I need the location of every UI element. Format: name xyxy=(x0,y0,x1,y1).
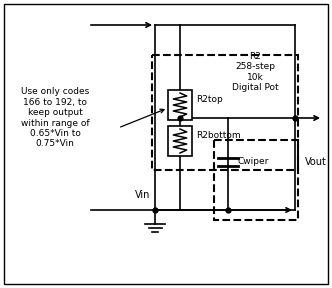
Text: Use only codes
166 to 192, to
keep output
within range of
0.65*Vin to
0.75*Vin: Use only codes 166 to 192, to keep outpu… xyxy=(21,88,89,149)
Text: Vout: Vout xyxy=(305,157,327,167)
Text: Vin: Vin xyxy=(135,190,151,200)
Bar xyxy=(152,55,298,170)
Text: R2
258-step
10k
Digital Pot: R2 258-step 10k Digital Pot xyxy=(232,52,278,92)
Text: R2bottom: R2bottom xyxy=(196,132,241,141)
Bar xyxy=(168,126,192,156)
Text: Cwiper: Cwiper xyxy=(238,158,269,166)
Bar xyxy=(214,140,298,220)
Bar xyxy=(168,90,192,120)
Text: R2top: R2top xyxy=(196,96,223,105)
